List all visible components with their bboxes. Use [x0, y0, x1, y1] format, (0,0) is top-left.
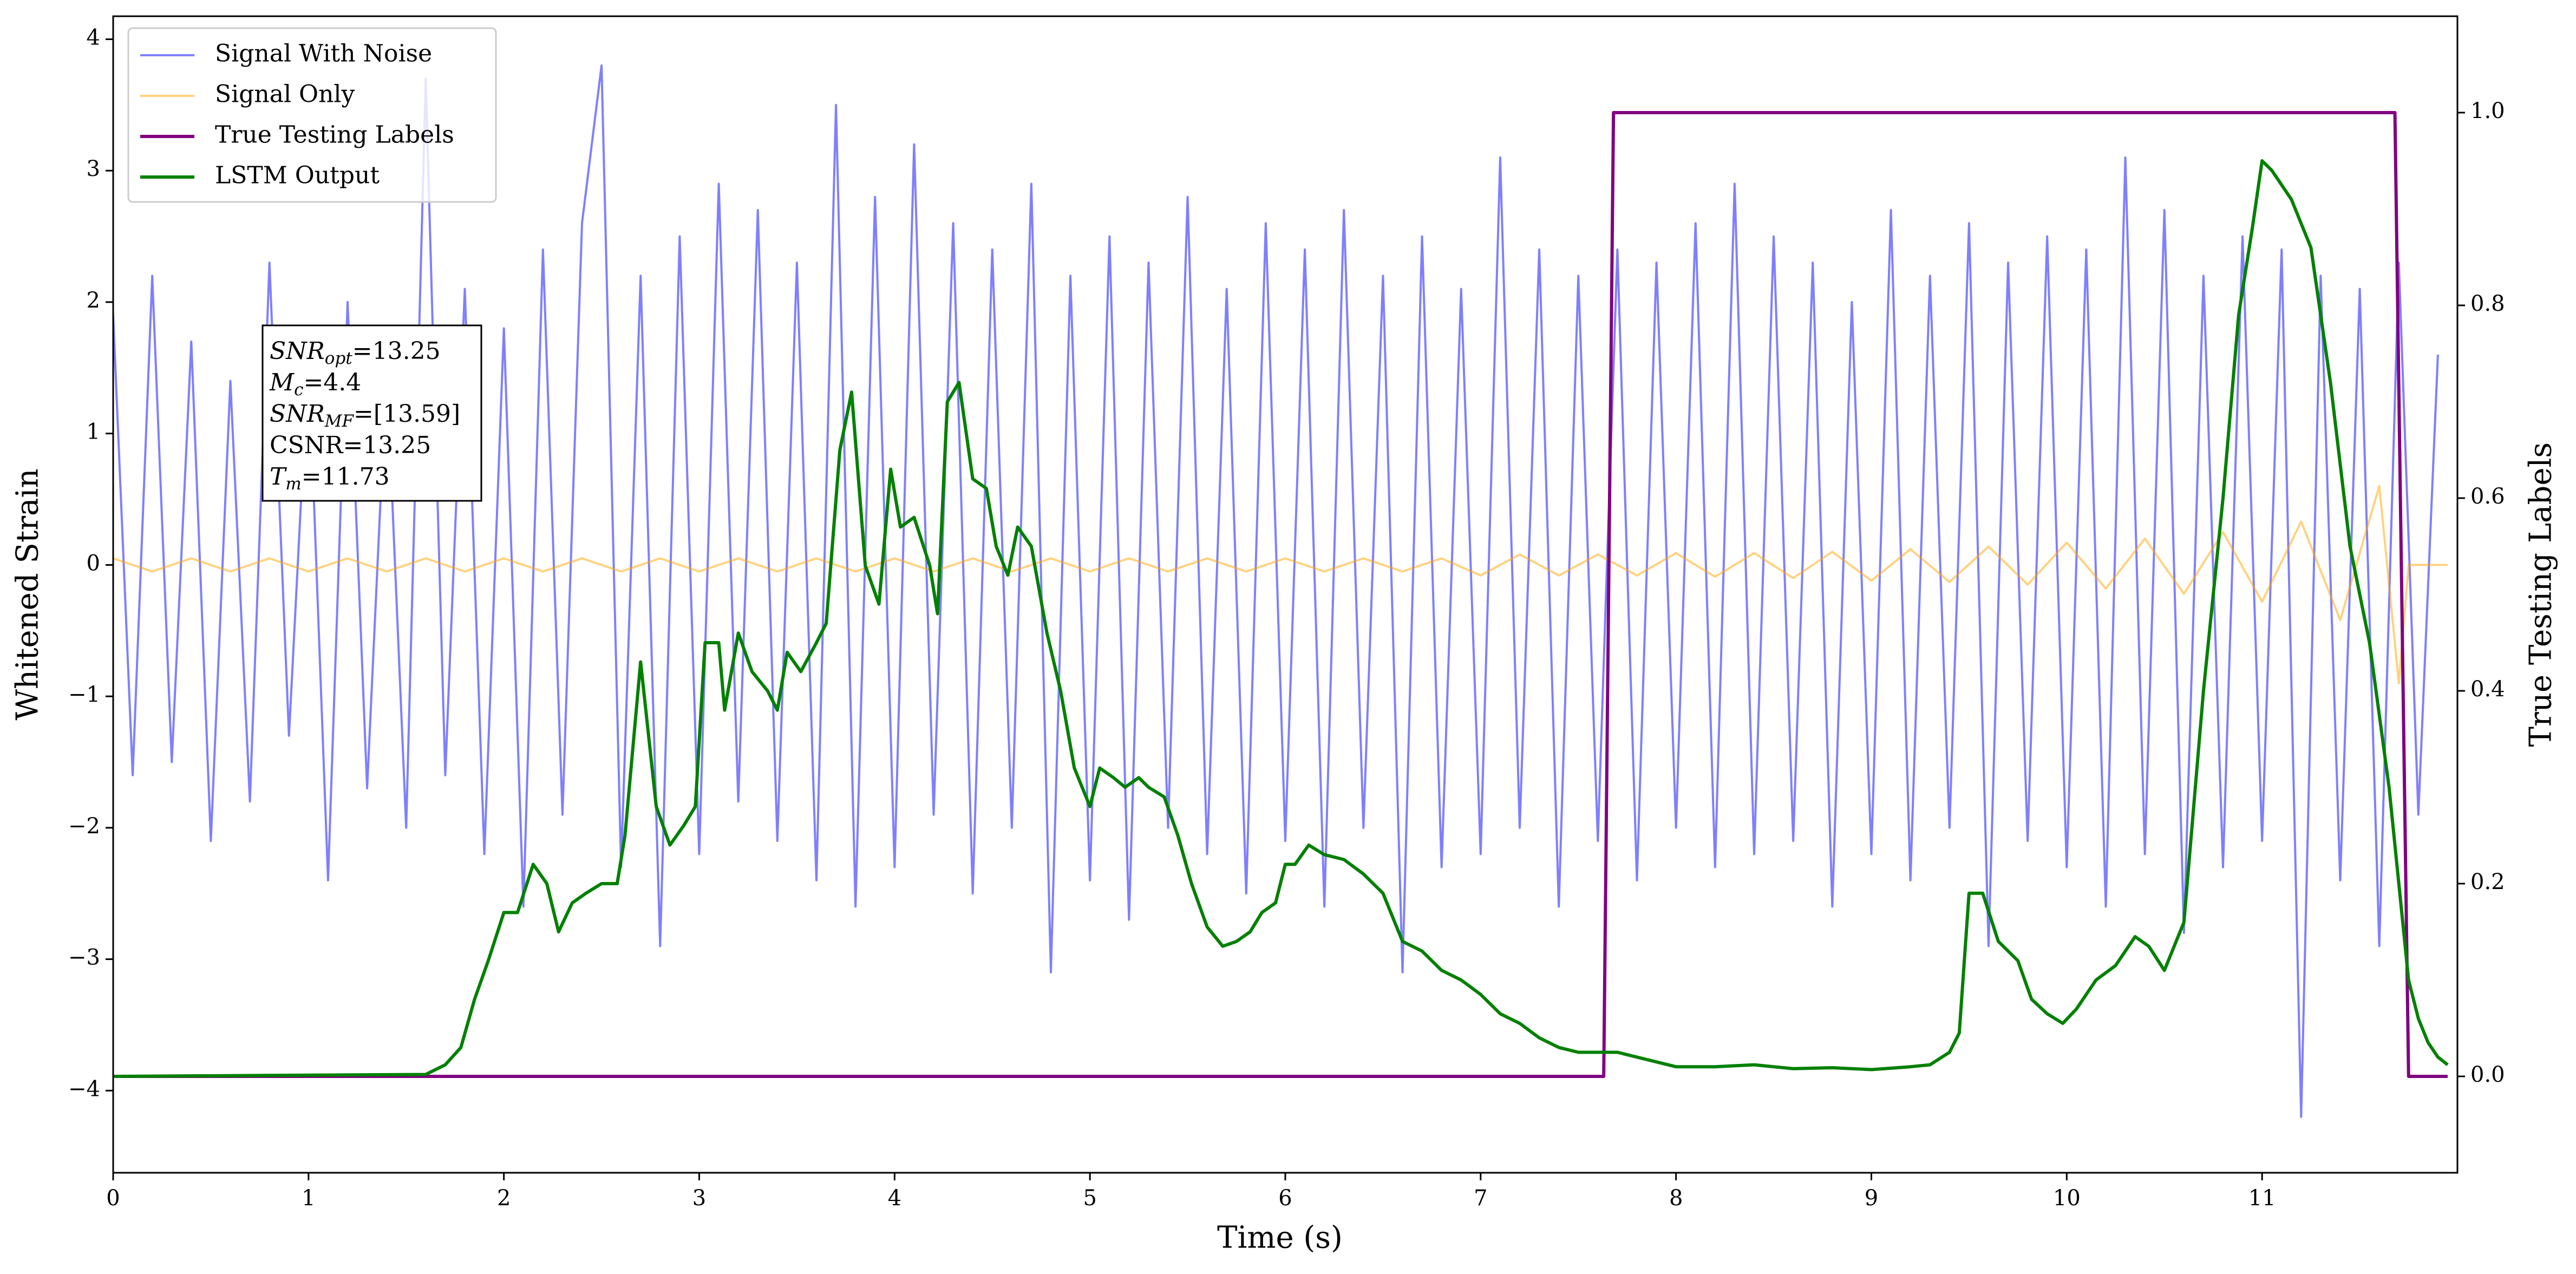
annotation-rest: =11.73	[302, 463, 390, 491]
y-tick-label: −4	[68, 1076, 100, 1101]
annotation-sub: MF	[324, 411, 355, 431]
annotation-line: SNRMF=[13.59]	[270, 400, 460, 431]
legend-label: LSTM Output	[215, 162, 380, 190]
y2-tick-label: 0.4	[2470, 677, 2505, 702]
annotation-box	[261, 324, 482, 502]
x-axis-label: Time (s)	[1217, 1220, 1343, 1256]
legend-box	[127, 27, 497, 203]
y-tick-label: 3	[87, 156, 100, 181]
y-tick-label: −1	[68, 682, 100, 707]
x-tick-label: 7	[1474, 1186, 1487, 1211]
annotation-main: SNR	[270, 400, 325, 428]
y-tick-label: 0	[87, 551, 100, 576]
x-tick-label: 3	[692, 1186, 706, 1211]
y2-tick-label: 0.8	[2470, 291, 2505, 316]
annotation-line: SNRopt=13.25	[270, 337, 441, 368]
x-tick-label: 9	[1865, 1186, 1878, 1211]
x-tick-label: 0	[106, 1186, 120, 1211]
x-tick-label: 8	[1669, 1186, 1683, 1211]
y2-tick-label: 1.0	[2470, 99, 2505, 123]
annotation-sub: c	[294, 380, 303, 400]
x-tick-label: 6	[1278, 1186, 1292, 1211]
annotation-main: CSNR	[270, 432, 344, 459]
y-tick-label: 1	[87, 420, 100, 445]
legend-label: Signal Only	[215, 81, 355, 108]
annotation-rest: =[13.59]	[354, 400, 460, 428]
annotation-rest: =13.25	[343, 432, 431, 459]
y-tick-label: −2	[68, 814, 100, 839]
annotation-rest: =13.25	[352, 337, 441, 365]
annotation-sub: opt	[325, 349, 353, 368]
annotation-rest: =4.4	[303, 369, 361, 396]
y2-tick-label: 0.2	[2470, 870, 2505, 894]
plot-area	[113, 64, 2449, 1118]
y-tick-label: −3	[68, 945, 100, 970]
series-line	[113, 111, 2448, 1078]
y-axis-label: Whitened Strain	[10, 468, 45, 720]
legend-label: True Testing Labels	[215, 121, 454, 149]
legend-label: Signal With Noise	[215, 40, 432, 68]
annotation-line: Mc=4.4	[269, 369, 361, 400]
x-tick-label: 1	[302, 1186, 315, 1211]
y2-tick-label: 0.6	[2470, 484, 2505, 509]
y2-axis-label: True Testing Labels	[2523, 442, 2559, 747]
y-tick-label: 4	[87, 25, 100, 50]
annotation-main: T	[270, 463, 287, 491]
annotation-line: Tm=11.73	[270, 463, 390, 494]
series-line	[113, 159, 2449, 1078]
annotation-main: SNR	[270, 337, 325, 365]
annotation-main: M	[269, 369, 295, 396]
y-tick-label: 2	[87, 288, 100, 313]
annotation-sub: m	[285, 474, 301, 494]
x-tick-label: 10	[2053, 1186, 2081, 1211]
x-tick-label: 5	[1083, 1186, 1096, 1211]
plot-frame	[112, 15, 2459, 1174]
x-tick-label: 4	[888, 1186, 901, 1211]
series-line	[113, 64, 2439, 1118]
x-tick-label: 11	[2248, 1186, 2276, 1211]
series-line	[113, 485, 2448, 684]
annotation-line: CSNR=13.25	[270, 432, 431, 459]
y2-tick-label: 0.0	[2470, 1062, 2505, 1087]
x-tick-label: 2	[497, 1186, 511, 1211]
